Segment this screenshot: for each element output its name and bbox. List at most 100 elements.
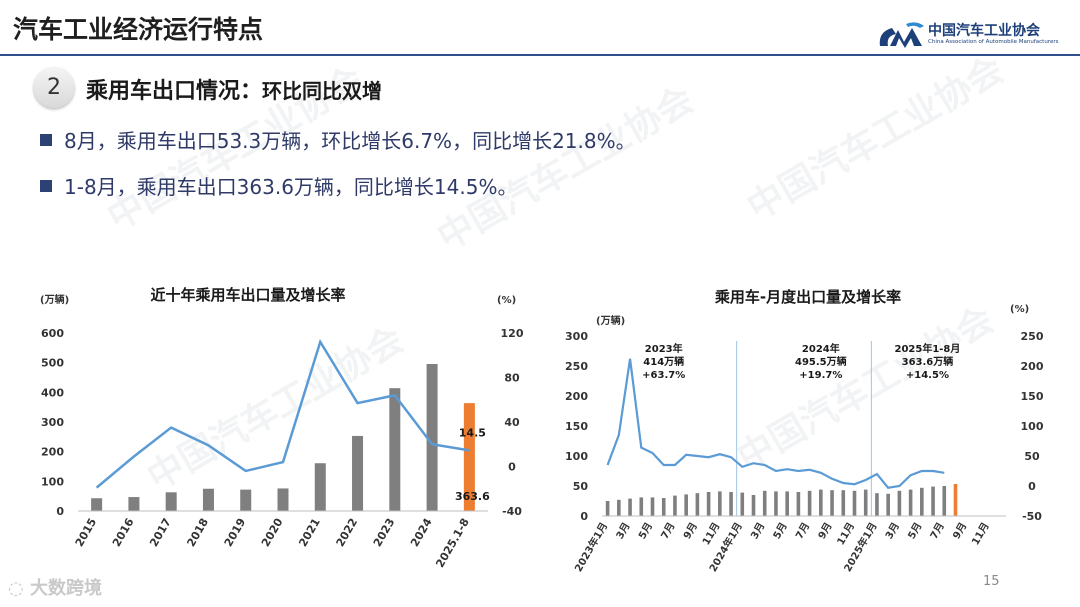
y-right-tick-label: 120 xyxy=(501,327,524,340)
y-right-tick-label: 100 xyxy=(1021,420,1044,433)
line-data-label: 14.5 xyxy=(459,426,486,439)
x-tick-label: 7月 xyxy=(659,521,678,542)
x-tick-label: 3月 xyxy=(883,521,902,542)
y-left-tick-label: 100 xyxy=(565,450,588,463)
chart-title: 近十年乘用车出口量及增长率 xyxy=(150,286,345,304)
x-tick-label: 9月 xyxy=(950,521,969,542)
y-right-tick-label: 200 xyxy=(1021,360,1044,373)
section-title-main: 乘用车出口情况： xyxy=(86,79,263,104)
y-left-tick-label: 500 xyxy=(41,357,64,370)
bar xyxy=(931,486,935,516)
x-tick-label: 2017 xyxy=(147,516,174,549)
y-left-tick-label: 100 xyxy=(41,475,64,488)
y-left-tick-label: 0 xyxy=(580,510,588,523)
x-tick-label: 2023 xyxy=(371,516,398,549)
bar xyxy=(128,497,140,511)
bar xyxy=(314,463,326,511)
y-left-tick-label: 300 xyxy=(565,330,588,343)
bar xyxy=(953,484,958,516)
x-tick-label: 2024 xyxy=(408,516,435,549)
bullet-item: 8月，乘用车出口53.3万辆，环比增长6.7%，同比增长21.8%。 xyxy=(40,125,636,154)
y-right-tick-label: 150 xyxy=(1021,390,1044,403)
bar xyxy=(920,487,924,516)
x-tick-label: 2023年1月 xyxy=(572,520,611,574)
bar xyxy=(202,488,214,511)
y-right-tick-label: -40 xyxy=(502,505,522,518)
watermark: 中国汽车工业协会 xyxy=(430,79,701,259)
y-left-unit: (万辆) xyxy=(40,293,69,306)
y-right-tick-label: 40 xyxy=(504,416,520,429)
bar xyxy=(751,495,756,516)
section-subtitle: 环比同比双增 xyxy=(262,79,383,103)
y-right-unit: (%) xyxy=(1010,304,1029,315)
x-tick-label: 5月 xyxy=(771,521,790,542)
x-tick-label: 3月 xyxy=(614,521,633,542)
y-left-unit: (万辆) xyxy=(596,314,625,327)
footer-brand-icon: ◌ xyxy=(8,578,24,599)
bar xyxy=(729,492,733,516)
logo-text-en: China Association of Automobile Manufact… xyxy=(928,39,1059,45)
y-left-tick-label: 50 xyxy=(573,480,589,493)
x-tick-label: 11月 xyxy=(969,521,991,548)
x-tick-label: 2018 xyxy=(184,516,211,549)
bar xyxy=(796,492,801,516)
y-left-tick-label: 200 xyxy=(565,390,588,403)
bar xyxy=(942,486,947,516)
logo-text-cn: 中国汽车工业协会 xyxy=(928,23,1040,39)
annotation-total: 414万辆 xyxy=(643,355,684,368)
section-number: 2 xyxy=(34,68,74,108)
x-tick-label: 2015 xyxy=(73,516,100,549)
growth-line xyxy=(606,358,945,489)
bullet-text: 1-8月，乘用车出口363.6万辆，同比增长14.5%。 xyxy=(64,175,518,199)
bar xyxy=(908,489,913,516)
bar xyxy=(91,498,103,511)
annotation-growth: +14.5% xyxy=(906,370,949,381)
annotation-year: 2023年 xyxy=(645,342,683,355)
watermark: 中国汽车工业协会 xyxy=(740,49,1011,229)
bar xyxy=(650,497,655,516)
x-tick-label: 2021 xyxy=(296,516,323,549)
bar xyxy=(661,498,666,516)
page-title: 汽车工业经济运行特点 xyxy=(13,15,264,44)
annotation-year: 2024年 xyxy=(802,342,840,355)
x-tick-label: 11月 xyxy=(835,521,857,548)
y-left-tick-label: 400 xyxy=(41,386,64,399)
bar xyxy=(774,491,778,516)
annotation-total: 495.5万辆 xyxy=(795,355,847,368)
bar xyxy=(886,493,890,516)
bar xyxy=(240,489,252,511)
y-right-tick-label: 250 xyxy=(1021,330,1044,343)
bar xyxy=(841,490,846,516)
x-tick-label: 2019 xyxy=(222,516,249,549)
bar xyxy=(673,495,677,516)
x-tick-label: 5月 xyxy=(636,521,655,542)
growth-line xyxy=(95,338,470,489)
bar xyxy=(875,493,879,516)
bullet-square-icon xyxy=(40,134,52,146)
monthly-export-chart: 乘用车-月度出口量及增长率 (万辆) (%) 0 50 100 150 200 250 300 -5… xyxy=(565,288,1044,574)
bar xyxy=(785,491,789,516)
x-tick-label: 7月 xyxy=(928,521,947,542)
bar xyxy=(389,388,401,511)
y-left-tick-label: 150 xyxy=(565,420,588,433)
bar xyxy=(852,490,857,516)
bar xyxy=(684,494,688,516)
caam-logo-icon xyxy=(879,22,924,48)
bar xyxy=(718,491,722,516)
y-right-tick-label: -50 xyxy=(1022,510,1042,523)
annotation-year: 2025年1-8月 xyxy=(894,342,960,355)
bar xyxy=(165,492,177,511)
y-right-tick-label: 0 xyxy=(508,461,516,474)
bar xyxy=(897,490,902,516)
bar xyxy=(740,492,745,516)
x-tick-label: 2025.1-8 xyxy=(433,516,472,570)
y-left-tick-label: 0 xyxy=(56,505,64,518)
y-left-tick-label: 200 xyxy=(41,446,64,459)
bar-data-label: 363.6 xyxy=(455,490,490,503)
bar xyxy=(762,490,767,516)
bar xyxy=(426,364,438,511)
y-left-tick-label: 300 xyxy=(41,416,64,429)
bar xyxy=(819,489,823,516)
bar xyxy=(639,497,644,516)
x-tick-label: 2020 xyxy=(259,516,286,549)
